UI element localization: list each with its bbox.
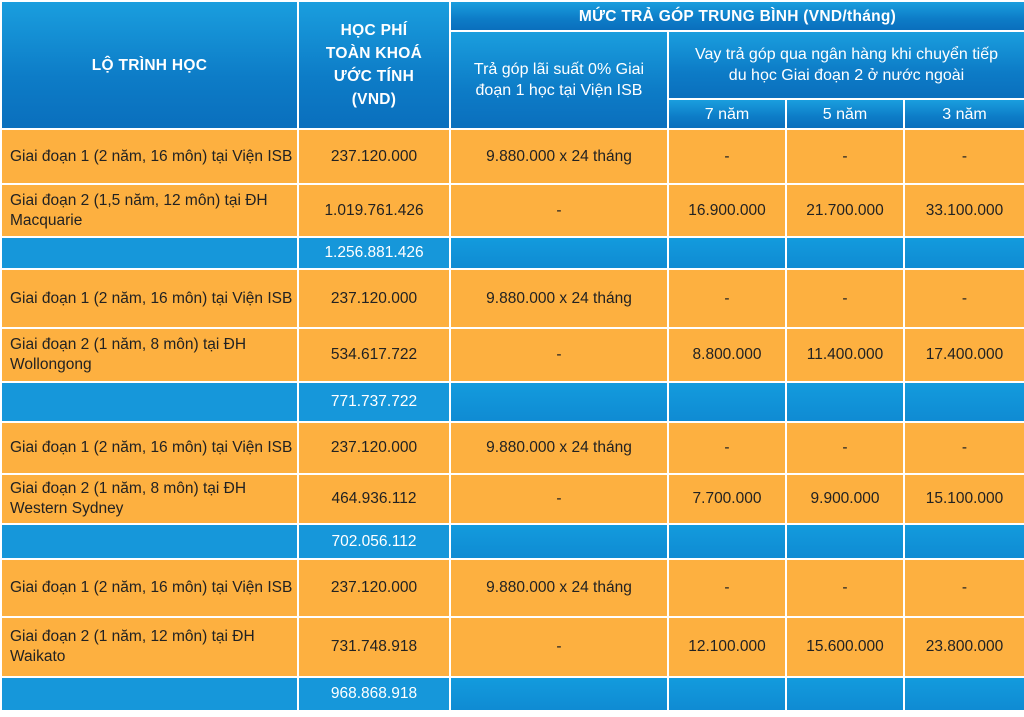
- fee-cell: 464.936.112: [297, 473, 451, 525]
- zero-interest-cell: -: [449, 183, 669, 238]
- year-3-cell: -: [902, 128, 1024, 185]
- total-spacer: [449, 676, 669, 712]
- table-row: Giai đoạn 1 (2 năm, 16 môn) tại Viện ISB…: [0, 268, 1024, 329]
- route-cell: Giai đoạn 2 (1 năm, 8 môn) tại ĐH Wester…: [0, 473, 299, 525]
- total-spacer: [785, 236, 905, 270]
- zero-interest-cell: 9.880.000 x 24 tháng: [449, 558, 669, 618]
- fee-cell: 237.120.000: [297, 268, 451, 329]
- total-spacer: [449, 523, 669, 560]
- total-spacer: [667, 236, 787, 270]
- total-spacer: [785, 676, 905, 712]
- total-spacer: [785, 381, 905, 423]
- fee-cell: 731.748.918: [297, 616, 451, 678]
- fee-cell: 1.019.761.426: [297, 183, 451, 238]
- table-row: Giai đoạn 2 (1 năm, 12 môn) tại ĐH Waika…: [0, 616, 1024, 678]
- year-3-cell: 15.100.000: [902, 473, 1024, 525]
- route-cell: Giai đoạn 1 (2 năm, 16 môn) tại Viện ISB: [0, 421, 299, 475]
- route-cell: Giai đoạn 1 (2 năm, 16 môn) tại Viện ISB: [0, 128, 299, 185]
- year-7-cell: 8.800.000: [667, 327, 787, 383]
- year-3-cell: -: [902, 421, 1024, 475]
- year-5-cell: 15.600.000: [785, 616, 905, 678]
- year-7-cell: -: [667, 421, 787, 475]
- year-5-cell: -: [785, 558, 905, 618]
- year-7-cell: 12.100.000: [667, 616, 787, 678]
- year-7-cell: -: [667, 558, 787, 618]
- total-spacer: [902, 236, 1024, 270]
- total-row: 771.737.722: [0, 381, 1024, 423]
- fee-header-label: HỌC PHÍ TOÀN KHOÁ ƯỚC TÍNH (VND): [325, 22, 423, 108]
- total-spacer: [449, 236, 669, 270]
- total-spacer: [902, 523, 1024, 560]
- table-row: Giai đoạn 2 (1,5 năm, 12 môn) tại ĐH Mac…: [0, 183, 1024, 238]
- total-spacer: [0, 236, 299, 270]
- total-spacer: [0, 676, 299, 712]
- route-cell: Giai đoạn 2 (1,5 năm, 12 môn) tại ĐH Mac…: [0, 183, 299, 238]
- year-3-header: 3 năm: [902, 98, 1024, 130]
- total-fee-cell: 1.256.881.426: [297, 236, 451, 270]
- year-7-cell: 7.700.000: [667, 473, 787, 525]
- fee-cell: 237.120.000: [297, 128, 451, 185]
- zero-interest-cell: 9.880.000 x 24 tháng: [449, 421, 669, 475]
- year-5-cell: 9.900.000: [785, 473, 905, 525]
- year-3-cell: 23.800.000: [902, 616, 1024, 678]
- year-3-cell: 17.400.000: [902, 327, 1024, 383]
- zero-interest-cell: -: [449, 327, 669, 383]
- year-7-header: 7 năm: [667, 98, 787, 130]
- total-spacer: [667, 523, 787, 560]
- total-row: 702.056.112: [0, 523, 1024, 560]
- total-fee-cell: 968.868.918: [297, 676, 451, 712]
- route-header: LỘ TRÌNH HỌC: [0, 0, 299, 130]
- total-fee-cell: 702.056.112: [297, 523, 451, 560]
- route-cell: Giai đoạn 2 (1 năm, 12 môn) tại ĐH Waika…: [0, 616, 299, 678]
- total-spacer: [902, 381, 1024, 423]
- total-row: 1.256.881.426: [0, 236, 1024, 270]
- total-spacer: [902, 676, 1024, 712]
- fee-cell: 237.120.000: [297, 558, 451, 618]
- total-spacer: [667, 381, 787, 423]
- total-spacer: [449, 381, 669, 423]
- bank-loan-header: Vay trả góp qua ngân hàng khi chuyển tiế…: [666, 30, 1024, 100]
- total-spacer: [785, 523, 905, 560]
- table-row: Giai đoạn 1 (2 năm, 16 môn) tại Viện ISB…: [0, 558, 1024, 618]
- year-5-cell: 11.400.000: [785, 327, 905, 383]
- total-spacer: [0, 523, 299, 560]
- year-5-cell: -: [785, 128, 905, 185]
- fee-header: HỌC PHÍ TOÀN KHOÁ ƯỚC TÍNH (VND): [297, 0, 451, 130]
- zero-interest-cell: -: [449, 616, 669, 678]
- table-row: Giai đoạn 1 (2 năm, 16 môn) tại Viện ISB…: [0, 421, 1024, 475]
- year-7-cell: -: [667, 268, 787, 329]
- zero-interest-cell: -: [449, 473, 669, 525]
- year-3-cell: 33.100.000: [902, 183, 1024, 238]
- zero-interest-header: Trả góp lãi suất 0% Giai đoạn 1 học tại …: [449, 30, 669, 130]
- year-7-cell: -: [667, 128, 787, 185]
- year-7-cell: 16.900.000: [667, 183, 787, 238]
- table-row: Giai đoạn 1 (2 năm, 16 môn) tại Viện ISB…: [0, 128, 1024, 185]
- zero-interest-cell: 9.880.000 x 24 tháng: [449, 128, 669, 185]
- route-cell: Giai đoạn 1 (2 năm, 16 môn) tại Viện ISB: [0, 268, 299, 329]
- year-5-cell: -: [785, 268, 905, 329]
- year-5-cell: -: [785, 421, 905, 475]
- table-row: Giai đoạn 2 (1 năm, 8 môn) tại ĐH Wester…: [0, 473, 1024, 525]
- total-spacer: [0, 381, 299, 423]
- year-5-cell: 21.700.000: [785, 183, 905, 238]
- zero-interest-label: Trả góp lãi suất 0% Giai đoạn 1 học tại …: [473, 61, 645, 99]
- fee-cell: 534.617.722: [297, 327, 451, 383]
- total-fee-cell: 771.737.722: [297, 381, 451, 423]
- year-5-header: 5 năm: [785, 98, 905, 130]
- year-3-cell: -: [902, 558, 1024, 618]
- route-cell: Giai đoạn 1 (2 năm, 16 môn) tại Viện ISB: [0, 558, 299, 618]
- total-spacer: [667, 676, 787, 712]
- year-3-cell: -: [902, 268, 1024, 329]
- total-row: 968.868.918: [0, 676, 1024, 712]
- route-cell: Giai đoạn 2 (1 năm, 8 môn) tại ĐH Wollon…: [0, 327, 299, 383]
- bank-loan-label: Vay trả góp qua ngân hàng khi chuyển tiế…: [694, 46, 999, 84]
- installment-header: MỨC TRẢ GÓP TRUNG BÌNH (VND/tháng): [448, 0, 1024, 32]
- fee-cell: 237.120.000: [297, 421, 451, 475]
- table-row: Giai đoạn 2 (1 năm, 8 môn) tại ĐH Wollon…: [0, 327, 1024, 383]
- zero-interest-cell: 9.880.000 x 24 tháng: [449, 268, 669, 329]
